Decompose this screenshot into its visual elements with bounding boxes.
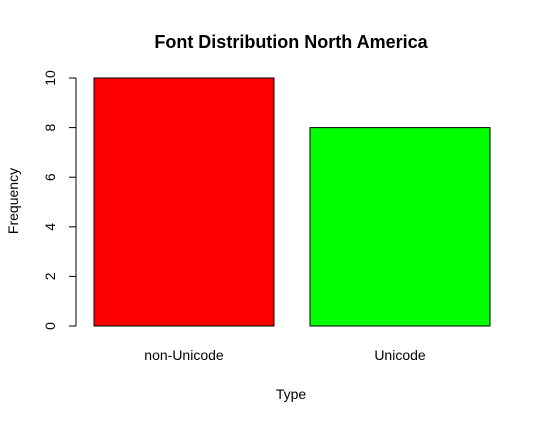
y-tick-label: 8 (42, 123, 58, 131)
bar-unicode (309, 127, 491, 327)
y-tick-label: 10 (42, 70, 58, 86)
y-tick-label: 6 (42, 173, 58, 181)
x-category-label: non-Unicode (144, 347, 224, 363)
x-axis-label: Type (276, 386, 307, 402)
chart-title: Font Distribution North America (154, 32, 428, 52)
y-tick-label: 0 (42, 322, 58, 330)
y-axis: 0 2 4 6 8 10 (42, 70, 77, 330)
x-axis-category-labels: non-Unicode Unicode (144, 347, 426, 363)
y-tick-label: 2 (42, 272, 58, 280)
bars-group (93, 77, 491, 327)
bar-non-unicode (93, 77, 275, 327)
y-axis-label: Frequency (5, 168, 21, 234)
x-category-label: Unicode (374, 347, 426, 363)
y-tick-label: 4 (42, 223, 58, 231)
